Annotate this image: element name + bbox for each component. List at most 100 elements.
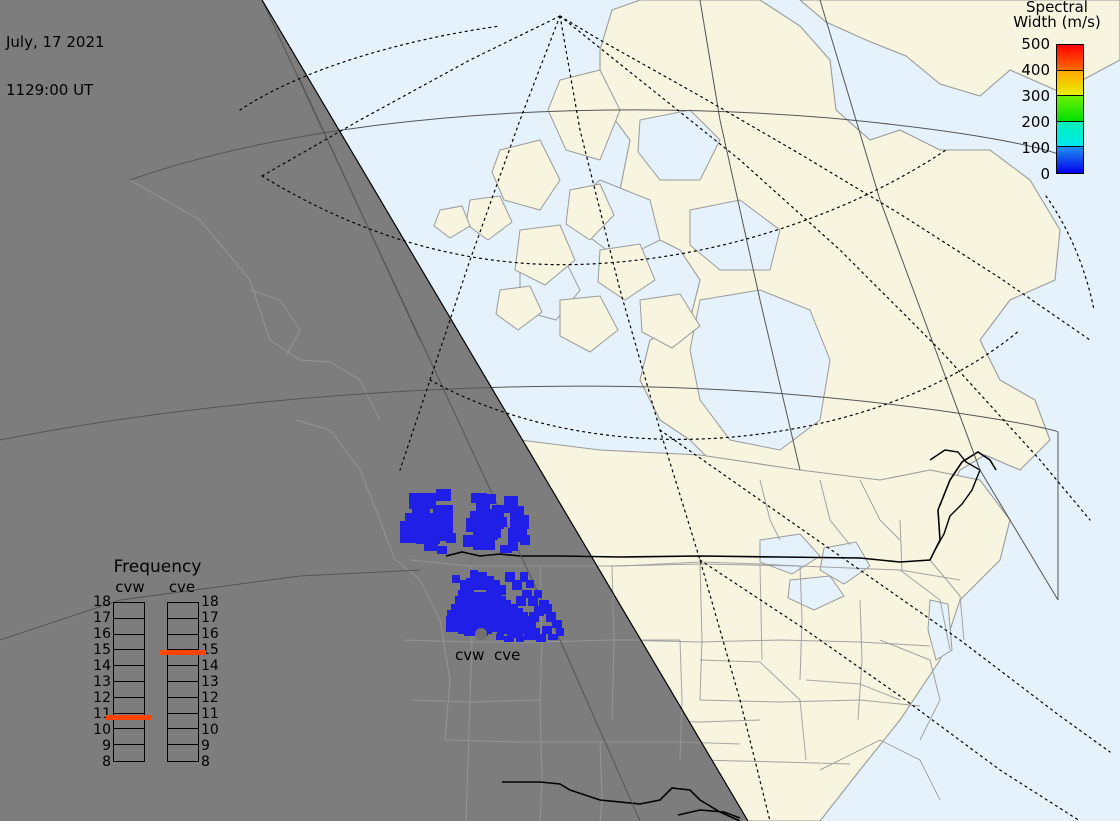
- backscatter-cell: [464, 588, 474, 600]
- backscatter-cell: [422, 497, 434, 509]
- frequency-rung: [168, 635, 198, 651]
- frequency-tick-cve-17: 17: [201, 610, 219, 626]
- backscatter-cell: [466, 518, 478, 532]
- backscatter-cell: [471, 493, 487, 503]
- backscatter-cell: [512, 580, 522, 590]
- backscatter-cell: [552, 620, 562, 628]
- colorbar-title-line1: Spectral: [1026, 0, 1088, 16]
- frequency-rung: [168, 650, 198, 667]
- colorbar-tick-500: 500: [1021, 35, 1050, 53]
- backscatter-cell: [497, 517, 507, 527]
- backscatter-cell: [458, 590, 468, 600]
- site-label-cvw: cvw: [455, 646, 485, 664]
- frequency-column-cve: cve 18 17 16 15 14 13 12 11 10 9 8: [160, 578, 227, 770]
- frequency-rung: [168, 745, 198, 761]
- frequency-tick-cve-9: 9: [201, 738, 210, 754]
- backscatter-cell: [489, 514, 499, 526]
- backscatter-cell: [492, 580, 500, 592]
- backscatter-cell: [470, 570, 478, 590]
- backscatter-cell: [529, 612, 539, 622]
- frequency-rung: [114, 714, 144, 730]
- frequency-rung: [114, 603, 144, 619]
- frequency-column-cvw-label: cvw: [115, 578, 145, 596]
- frequency-column-cve-label: cve: [168, 578, 196, 596]
- spectral-width-colorbar: Spectral Width (m/s) 500 400 300 200 100 0: [1000, 0, 1120, 196]
- backscatter-cell: [477, 572, 487, 590]
- backscatter-cell: [517, 525, 527, 535]
- colorbar-title: Spectral Width (m/s): [998, 0, 1116, 30]
- fov-arcs: [0, 0, 1071, 821]
- frequency-tick-cvw-14: 14: [93, 658, 111, 674]
- magnetic-grid: [239, 15, 1111, 821]
- frequency-tick-cve-10: 10: [201, 722, 219, 738]
- backscatter-cell: [512, 624, 526, 634]
- frequency-rung: [114, 682, 144, 698]
- backscatter-cell: [452, 575, 460, 583]
- frequency-tick-cvw-10: 10: [93, 722, 111, 738]
- backscatter-cell: [441, 520, 451, 532]
- night-geography: [129, 179, 901, 821]
- backscatter-cell: [437, 546, 447, 554]
- backscatter-cell: [528, 596, 538, 606]
- colorbar-segment-0-100: [1057, 147, 1083, 173]
- frequency-tick-cve-14: 14: [201, 658, 219, 674]
- arctic-islands: [433, 69, 701, 353]
- timestamp-date: July, 17 2021: [6, 33, 105, 51]
- frequency-tick-cve-13: 13: [201, 674, 219, 690]
- colorbar-gradient: [1056, 44, 1084, 174]
- frequency-rung: [114, 698, 144, 714]
- backscatter-cell: [424, 541, 438, 551]
- colorbar-tick-300: 300: [1021, 87, 1050, 105]
- frequency-rung: [168, 698, 198, 714]
- frequency-tick-cvw-17: 17: [93, 610, 111, 626]
- frequency-marker-cve: [160, 649, 206, 655]
- colorbar-segment-400-500: [1057, 45, 1083, 71]
- backscatter-cell: [556, 628, 564, 636]
- site-label-cve: cve: [494, 646, 521, 664]
- landmass-greenland: [798, 0, 1120, 97]
- backscatter-cell: [498, 585, 506, 595]
- colorbar-segment-300-400: [1057, 70, 1083, 97]
- colorbar-tick-400: 400: [1021, 61, 1050, 79]
- frequency-column-cvw: cvw 18 17 16 15 14 13 12 11 10 9 8: [85, 578, 152, 770]
- frequency-rung: [114, 619, 144, 635]
- backscatter-cell: [508, 541, 518, 551]
- frequency-rung: [168, 682, 198, 698]
- water-arctic-channel-1: [637, 109, 721, 181]
- frequency-tick-cvw-9: 9: [102, 738, 111, 754]
- backscatter-cell: [491, 528, 501, 538]
- backscatter-cell: [516, 636, 524, 642]
- frequency-tick-cve-16: 16: [201, 626, 219, 642]
- border-mexico-south: [677, 809, 741, 819]
- backscatter-cell: [530, 628, 540, 636]
- frequency-rung: [168, 619, 198, 635]
- backscatter-cell: [540, 604, 552, 614]
- frequency-rung: [168, 729, 198, 746]
- backscatter-cell: [484, 494, 496, 504]
- timestamp: July, 17 2021 1129:00 UT: [6, 2, 105, 130]
- frequency-ladder-cve-box: [167, 602, 199, 762]
- colorbar-tick-200: 200: [1021, 113, 1050, 131]
- frequency-rung: [114, 666, 144, 682]
- colorbar-segment-100-200: [1057, 121, 1083, 148]
- frequency-tick-cvw-8: 8: [102, 754, 111, 770]
- border-us-mexico: [502, 781, 741, 821]
- timestamp-time: 1129:00 UT: [6, 81, 94, 99]
- border-canada-northeast: [929, 449, 981, 549]
- water-hudson-bay: [689, 289, 831, 451]
- frequency-ladder-cvw-box: [113, 602, 145, 762]
- backscatter-cell: [486, 576, 494, 592]
- frequency-rung: [114, 635, 144, 651]
- frequency-ladder-cvw: 18 17 16 15 14 13 12 11 10 9 8: [85, 595, 152, 770]
- backscatter-cell: [542, 626, 552, 634]
- colorbar-segment-200-300: [1057, 96, 1083, 122]
- backscatter-cell: [520, 535, 530, 545]
- frequency-tick-cve-11: 11: [201, 706, 219, 722]
- backscatter-cell: [473, 528, 489, 538]
- frequency-tick-cve-12: 12: [201, 690, 219, 706]
- colorbar-ticks: 500 400 300 200 100 0: [1000, 36, 1050, 182]
- frequency-tick-cve-8: 8: [201, 754, 210, 770]
- backscatter-cell: [500, 505, 510, 513]
- radar-site-marker: [475, 628, 487, 640]
- frequency-columns: cvw 18 17 16 15 14 13 12 11 10 9 8 cve 18 17 16 15 14 1…: [85, 579, 230, 779]
